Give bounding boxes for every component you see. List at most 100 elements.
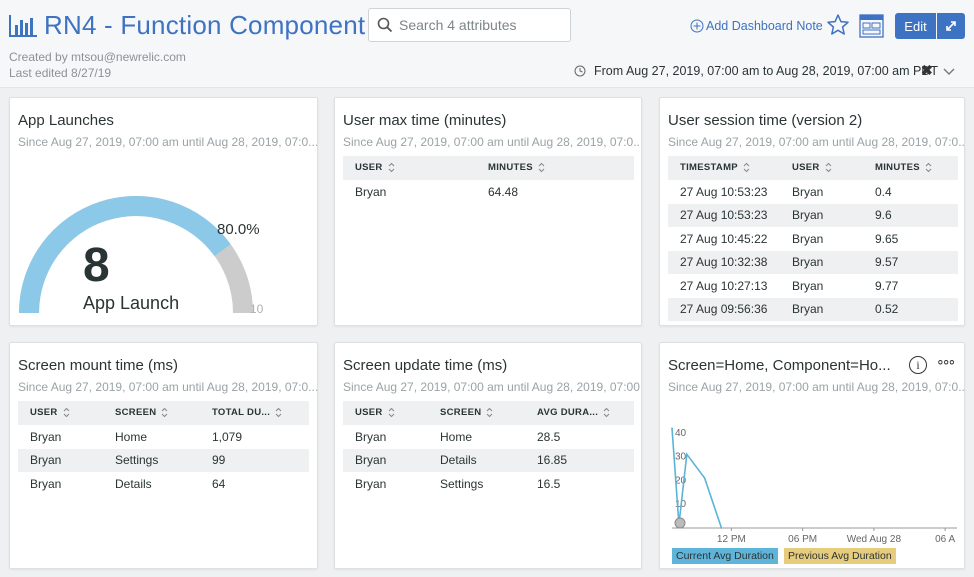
gauge-fill bbox=[19, 196, 231, 314]
dashboard-header: RN4 - Function Component Created by mtso… bbox=[0, 0, 974, 88]
table-row: 27 Aug 10:32:38 Bryan 9.57 bbox=[668, 250, 958, 274]
table-cell: Bryan bbox=[355, 476, 387, 491]
sort-icon bbox=[487, 408, 493, 418]
legend-previous[interactable]: Previous Avg Duration bbox=[784, 548, 896, 564]
sort-icon bbox=[162, 408, 168, 418]
column-header[interactable]: SCREEN bbox=[115, 401, 212, 425]
plus-circle-icon bbox=[690, 19, 704, 33]
favorite-star-icon[interactable] bbox=[826, 13, 850, 37]
table-row: Bryan Home 28.5 bbox=[343, 425, 634, 449]
table-cell: 27 Aug 10:53:23 bbox=[680, 184, 768, 199]
table-cell: Bryan bbox=[792, 184, 824, 199]
data-point bbox=[703, 477, 706, 479]
user-session-time-widget[interactable]: User session time (version 2) Since Aug … bbox=[659, 97, 965, 326]
table-cell: 27 Aug 10:45:22 bbox=[680, 231, 768, 246]
sort-icon bbox=[825, 163, 831, 173]
table-cell: 27 Aug 10:53:23 bbox=[668, 203, 792, 227]
column-header[interactable]: MINUTES bbox=[875, 156, 958, 180]
column-header[interactable]: MINUTES bbox=[488, 156, 634, 180]
table-cell: 0.4 bbox=[875, 184, 892, 199]
y-tick-label: 30 bbox=[675, 452, 687, 463]
table-cell: 1,079 bbox=[212, 429, 243, 444]
table-row: Bryan Settings 16.5 bbox=[343, 472, 634, 496]
legend-current[interactable]: Current Avg Duration bbox=[672, 548, 778, 564]
fullscreen-button[interactable] bbox=[937, 13, 965, 39]
table-row: 27 Aug 10:45:22 Bryan 9.65 bbox=[668, 227, 958, 251]
sort-icon bbox=[743, 163, 750, 173]
widget-subtitle: Since Aug 27, 2019, 07:00 am until Aug 2… bbox=[668, 380, 965, 394]
gauge-chart bbox=[19, 196, 253, 314]
widget-title: Screen mount time (ms) bbox=[18, 357, 179, 374]
edit-button[interactable]: Edit bbox=[895, 13, 936, 39]
info-icon[interactable]: i bbox=[909, 356, 927, 374]
widget-title: Screen update time (ms) bbox=[343, 357, 508, 374]
table-cell: 64 bbox=[212, 476, 226, 491]
table-cell: Settings bbox=[440, 476, 484, 491]
widget-title: User max time (minutes) bbox=[343, 112, 507, 129]
table-cell: 27 Aug 10:27:13 bbox=[680, 278, 768, 293]
widget-title: App Launches bbox=[18, 112, 114, 129]
column-header[interactable]: USER bbox=[792, 156, 875, 180]
table-cell: Bryan bbox=[792, 203, 875, 227]
table-cell: Bryan bbox=[355, 184, 387, 199]
data-table: USER MINUTES Bryan 64.48 bbox=[343, 156, 634, 204]
hover-marker bbox=[674, 517, 686, 529]
table-cell: 27 Aug 10:32:38 bbox=[668, 250, 792, 274]
y-tick-label: 40 bbox=[675, 428, 687, 439]
dashboard-layout-icon[interactable] bbox=[859, 14, 884, 38]
data-point bbox=[671, 427, 673, 429]
time-picker[interactable]: From Aug 27, 2019, 07:00 am to Aug 28, 2… bbox=[574, 64, 938, 78]
table-cell: Bryan bbox=[792, 297, 875, 321]
column-header[interactable]: SCREEN bbox=[440, 401, 537, 425]
table-cell: 99 bbox=[212, 448, 309, 472]
data-table: TIMESTAMP USER MINUTES 27 Aug 10:53:23 Br… bbox=[668, 156, 958, 321]
table-cell: 9.77 bbox=[875, 278, 899, 293]
widget-title: Screen=Home, Component=Ho... bbox=[668, 357, 891, 374]
table-row: Bryan Home 1,079 bbox=[18, 425, 309, 449]
table-cell: Bryan bbox=[355, 429, 387, 444]
gauge-value: 8 bbox=[83, 239, 110, 292]
column-header[interactable]: TIMESTAMP bbox=[668, 156, 792, 180]
table-cell: 9.57 bbox=[875, 250, 958, 274]
dashboard-title[interactable]: RN4 - Function Component bbox=[44, 10, 366, 40]
search-input[interactable] bbox=[399, 17, 569, 33]
table-cell: Settings bbox=[115, 448, 212, 472]
sort-icon bbox=[925, 163, 932, 173]
more-options-icon[interactable]: ∘∘∘ bbox=[936, 353, 956, 369]
widget-subtitle: Since Aug 27, 2019, 07:00 am until Aug 2… bbox=[343, 135, 642, 149]
column-header[interactable]: TOTAL DU... bbox=[212, 401, 309, 425]
x-tick-label: 06 PM bbox=[788, 534, 817, 545]
column-header[interactable]: USER bbox=[18, 401, 115, 425]
gauge-max: 10 bbox=[250, 302, 264, 316]
table-row: 27 Aug 10:53:23 Bryan 9.6 bbox=[668, 203, 958, 227]
search-icon bbox=[377, 17, 393, 33]
add-dashboard-note-link[interactable]: Add Dashboard Note bbox=[690, 19, 823, 33]
column-header[interactable]: USER bbox=[343, 401, 440, 425]
expand-icon bbox=[946, 21, 956, 31]
screen-update-time-widget[interactable]: Screen update time (ms) Since Aug 27, 20… bbox=[334, 342, 642, 569]
data-table: USER SCREEN AVG DURA... Bryan Home 28.5 Br… bbox=[343, 401, 634, 496]
sort-icon bbox=[63, 408, 69, 418]
table-row: 27 Aug 10:27:13 Bryan 9.77 bbox=[668, 274, 958, 298]
table-cell: Bryan bbox=[30, 476, 62, 491]
chevron-down-icon[interactable] bbox=[942, 64, 956, 82]
screen-home-chart-widget[interactable]: Screen=Home, Component=Ho... Since Aug 2… bbox=[659, 342, 965, 569]
table-cell: 64.48 bbox=[488, 184, 519, 199]
search-box[interactable] bbox=[368, 8, 571, 42]
data-point bbox=[720, 527, 723, 529]
app-launches-widget[interactable]: App Launches Since Aug 27, 2019, 07:00 a… bbox=[9, 97, 318, 326]
gauge-percent: 80.0% bbox=[217, 221, 260, 238]
table-cell: 16.5 bbox=[537, 476, 561, 491]
table-cell: Details bbox=[115, 476, 152, 491]
column-header[interactable]: USER bbox=[343, 156, 488, 180]
screen-mount-time-widget[interactable]: Screen mount time (ms) Since Aug 27, 201… bbox=[9, 342, 318, 569]
table-cell: Home bbox=[440, 429, 473, 444]
table-cell: Details bbox=[440, 448, 537, 472]
user-max-time-widget[interactable]: User max time (minutes) Since Aug 27, 20… bbox=[334, 97, 642, 326]
data-table: USER SCREEN TOTAL DU... Bryan Home 1,079 B… bbox=[18, 401, 309, 496]
column-header[interactable]: AVG DURA... bbox=[537, 401, 634, 425]
clear-time-range-icon[interactable]: ✖ bbox=[921, 62, 933, 78]
table-cell: 9.65 bbox=[875, 231, 899, 246]
table-row: 27 Aug 10:53:23 Bryan 0.4 bbox=[668, 180, 958, 204]
table-cell: Bryan bbox=[343, 448, 440, 472]
